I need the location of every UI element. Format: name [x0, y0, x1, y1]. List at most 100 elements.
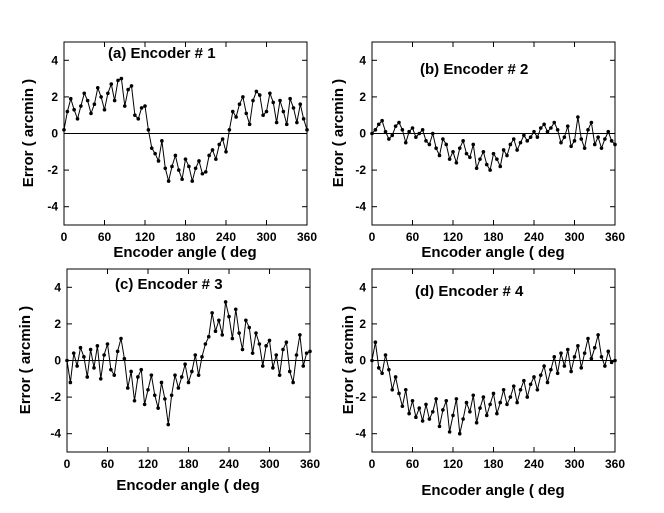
panel-d-data-point: [437, 424, 442, 429]
panel-b-data-point: [414, 135, 418, 139]
panel-a-data-point: [230, 109, 235, 114]
panel-d-data-point: [383, 353, 388, 357]
panel-d-data-point: [488, 402, 492, 407]
panel-c-data-point: [105, 342, 110, 346]
panel-d-data-point: [572, 355, 577, 359]
panel-c-data-point: [287, 369, 292, 374]
panel-b-data-point: [542, 122, 546, 127]
panel-d-data-point: [434, 397, 438, 401]
panel-d-data-point: [393, 375, 398, 379]
panel-a-data-point: [156, 159, 161, 163]
panel-c-data-point: [75, 364, 79, 368]
panel-a-data-point: [274, 120, 279, 125]
panel-d-data-point: [427, 417, 432, 421]
panel-b-data-point: [468, 155, 472, 160]
panel-b-data-point: [609, 139, 614, 143]
panel-d-data-point: [613, 358, 617, 363]
panel-b-data-point: [471, 142, 476, 147]
panel-b-xtick-label: 360: [605, 230, 625, 244]
panel-d-xtick-label: 120: [443, 457, 463, 471]
panel-d-data-point: [522, 378, 526, 383]
panel-d-series-line: [371, 334, 616, 434]
panel-a-data-point: [99, 95, 103, 99]
panel-b-xlabel: Encoder angle ( deg: [421, 244, 564, 261]
panel-a-data-point: [82, 91, 87, 96]
panel-b-data-point: [569, 144, 573, 149]
panel-b-data-point: [373, 128, 378, 132]
panel-c-xtick-label: 240: [219, 457, 239, 471]
panel-c-data-point: [271, 366, 275, 370]
panel-c-ytick-label: 0: [54, 354, 61, 368]
panel-a-data-point: [89, 111, 93, 116]
panel-d-data-point: [592, 345, 597, 350]
panel-d-data-point: [609, 360, 614, 365]
panel-c-data-point: [136, 375, 140, 379]
panel-a-xtick-label: 0: [61, 230, 68, 244]
panel-a-data-point: [183, 157, 188, 161]
panel-b-data-point: [555, 128, 560, 132]
panel-a-data-point: [298, 102, 303, 107]
panel-b-data-point: [579, 137, 584, 141]
panel-d-data-point: [569, 369, 573, 374]
panel-d-plot: 0 60 120 180 240 300 360 4 2 0 -2 -4: [355, 269, 625, 471]
panel-b-ytick-label: 4: [359, 53, 366, 67]
panel-c-data-point: [146, 387, 150, 392]
panel-c-data-point: [142, 402, 147, 407]
panel-b-data-point: [535, 135, 540, 139]
panel-a-data-point: [136, 117, 141, 121]
panel-c-data-point: [92, 366, 96, 370]
panel-a-data-point: [85, 98, 90, 103]
panel-d-data-point: [373, 340, 378, 345]
panel-b-ytick-label: -2: [355, 163, 366, 177]
panel-d-data-point: [457, 431, 462, 436]
panel-b-data-point: [538, 126, 543, 130]
panel-d-data-point: [589, 356, 594, 361]
panel-d-ytick-label: 2: [359, 317, 366, 331]
panel-a-data-point: [200, 171, 205, 176]
panel-a-data-point: [139, 106, 144, 110]
panel-c-data-point: [244, 318, 248, 323]
panel-c-data-point: [298, 333, 302, 337]
panel-c-data-point: [260, 364, 265, 368]
panel-b-ytick-label: -4: [355, 200, 366, 214]
panel-c-data-point: [294, 353, 299, 357]
panel-a-data-point: [301, 117, 306, 121]
panel-d-data-point: [559, 351, 563, 355]
panel-b-data-point: [528, 135, 533, 139]
panel-a-data-point: [197, 159, 201, 163]
panel-b-data-point: [525, 139, 530, 143]
panel-b-data-point: [603, 137, 607, 141]
panel-d-xtick-label: 0: [369, 457, 376, 471]
panel-c-data-point: [200, 355, 204, 359]
panel-a-ytick-label: 4: [51, 53, 58, 67]
panel-d-data-point: [417, 406, 422, 410]
panel-b-data-point: [376, 122, 381, 127]
panel-b-data-point: [495, 157, 499, 161]
panel-b-data-point: [387, 137, 391, 141]
panel-d-data-point: [491, 391, 496, 396]
panel-c-data-point: [179, 375, 184, 379]
panel-a-data-point: [257, 93, 262, 97]
panel-b-data-point: [454, 160, 459, 165]
panel-c-data-point: [186, 380, 191, 385]
panel-c-data-point: [109, 367, 113, 372]
panel-c-data-point: [98, 377, 103, 381]
panel-c-xtick-label: 0: [64, 457, 71, 471]
panel-b-xtick-label: 240: [524, 230, 544, 244]
panel-a-data-point: [210, 148, 215, 152]
panel-b-data-point: [596, 135, 600, 139]
panel-b: (b) Encoder # 2 Encoder angle ( deg Erro…: [330, 41, 616, 261]
panel-b-data-point: [491, 151, 496, 156]
panel-a-data-point: [109, 82, 114, 86]
panel-d-data-point: [576, 344, 580, 348]
panel-a-data-point: [72, 107, 76, 112]
panel-d-data-point: [454, 397, 459, 401]
panel-c-ylabel: Error ( arcmin ): [17, 306, 34, 414]
panel-a-data-point: [295, 120, 299, 125]
panel-a-data-point: [278, 98, 282, 103]
panel-c-data-point: [119, 336, 123, 341]
panel-c-data-point: [166, 422, 171, 427]
panel-a-data-point: [288, 96, 292, 101]
panel-b-data-point: [474, 166, 479, 171]
